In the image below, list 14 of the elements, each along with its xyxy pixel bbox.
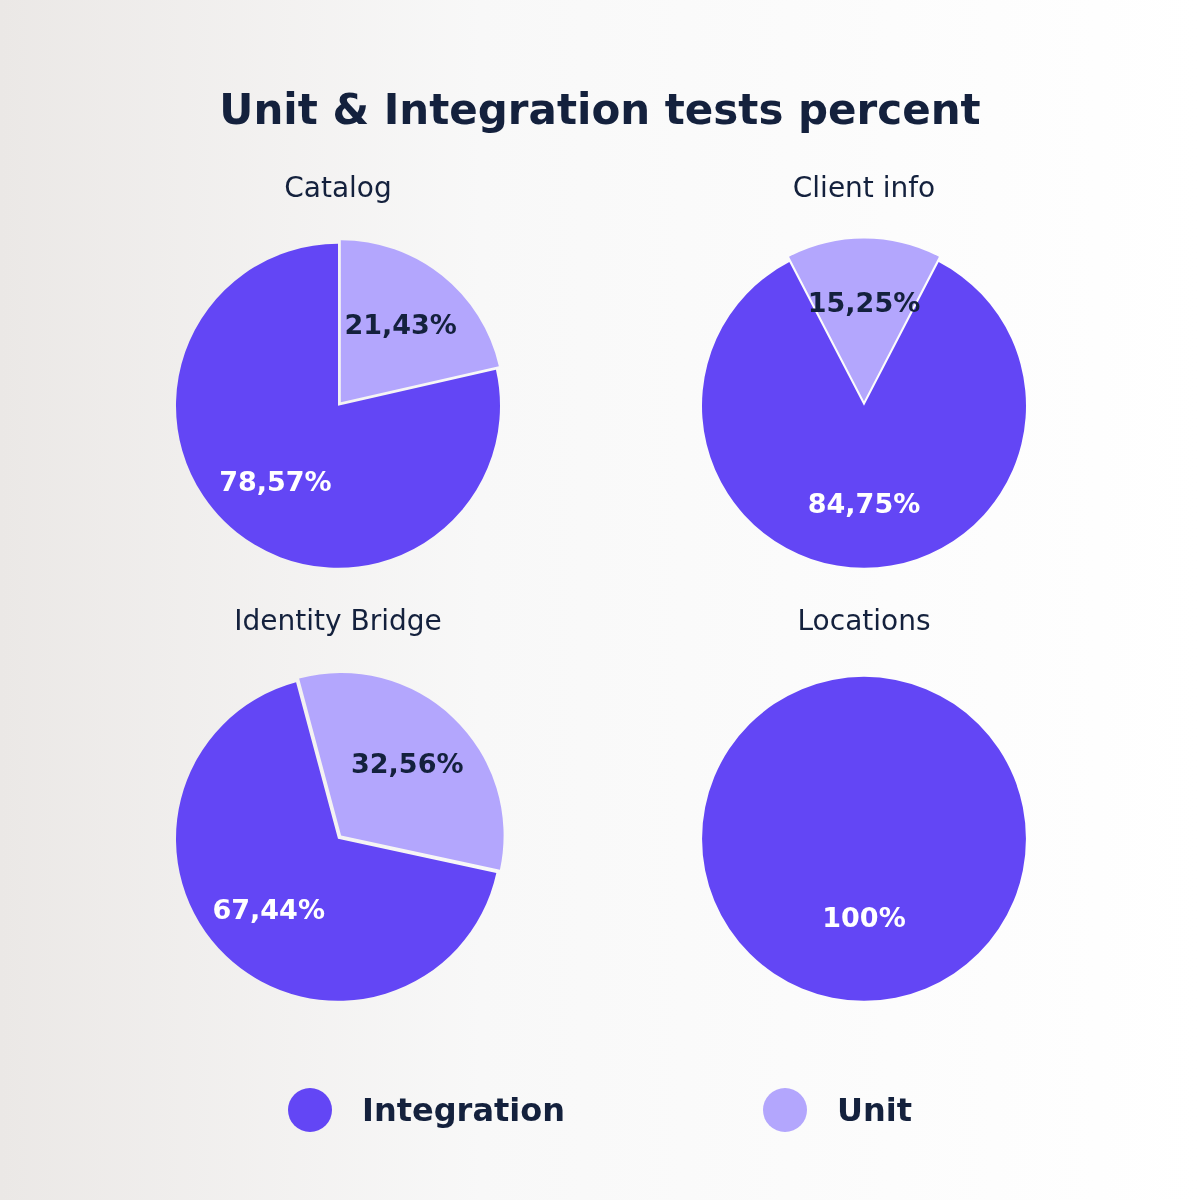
data-label: 78,57% (219, 466, 332, 498)
data-label: 67,44% (212, 893, 325, 925)
chart-title: Client info (792, 171, 936, 205)
data-label: 100% (822, 901, 906, 933)
chart-title: Identity Bridge (234, 604, 442, 638)
chart-title: Catalog (284, 171, 392, 205)
data-label: 32,56% (351, 748, 464, 780)
legend-label: Unit (837, 1091, 913, 1129)
data-label: 84,75% (807, 488, 921, 520)
text: Unit & Integration tests percent (218, 85, 982, 134)
legend-label: Integration (362, 1091, 565, 1129)
data-label: 15,25% (807, 287, 921, 319)
data-label: 21,43% (344, 309, 457, 341)
chart-title: Locations (797, 604, 931, 638)
